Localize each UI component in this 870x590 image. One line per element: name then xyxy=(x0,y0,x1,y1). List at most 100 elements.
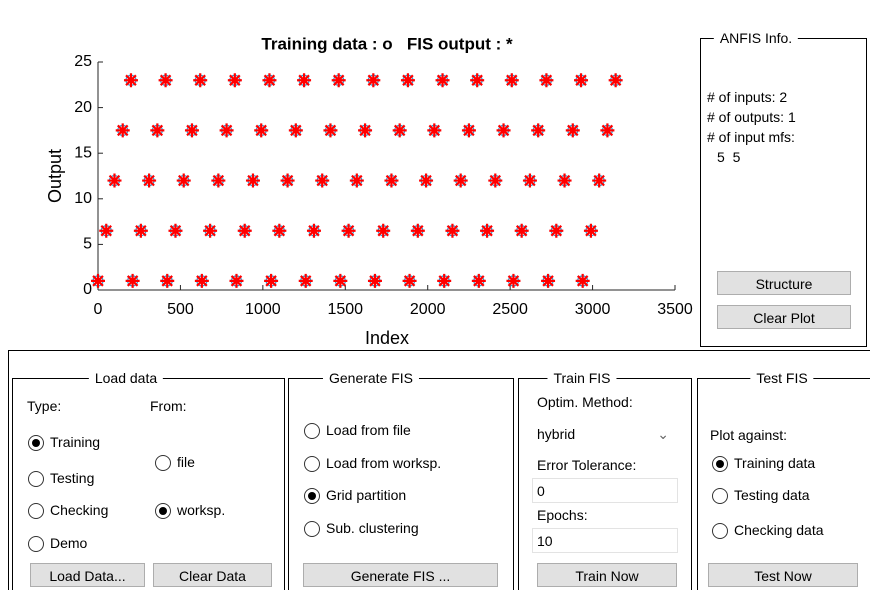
radio-label: Checking xyxy=(50,502,109,518)
fis-output-point xyxy=(288,123,303,138)
fis-output-point xyxy=(539,73,554,88)
fis-output-point xyxy=(107,173,122,188)
radio-button[interactable] xyxy=(28,435,44,451)
radio-button[interactable] xyxy=(155,455,171,471)
radio-label: Grid partition xyxy=(326,487,407,503)
fis-output-point xyxy=(480,223,495,238)
tolerance-input[interactable]: 0 xyxy=(532,478,678,503)
fis-output-point xyxy=(496,123,511,138)
y-tick-label: 5 xyxy=(83,236,92,253)
test-now-button[interactable]: Test Now xyxy=(708,563,858,587)
fis-output-point xyxy=(410,223,425,238)
fis-output-point xyxy=(358,123,373,138)
y-tick-label: 0 xyxy=(83,281,92,298)
generate-fis-panel: Generate FIS Generate FIS ... Load from … xyxy=(288,370,514,590)
x-tick-label: 2500 xyxy=(492,301,528,318)
anfis-info-panel: ANFIS Info. # of inputs: 2 # of outputs:… xyxy=(700,30,867,347)
radio-label: Testing data xyxy=(734,487,810,503)
fis-output-point xyxy=(506,273,521,288)
fis-output-point xyxy=(461,123,476,138)
control-area xyxy=(8,350,870,590)
y-tick-label: 25 xyxy=(74,53,92,70)
dropdown-value: hybrid xyxy=(537,426,576,442)
train-now-button[interactable]: Train Now xyxy=(537,563,677,587)
fis-output-point xyxy=(565,123,580,138)
radio-label: Training xyxy=(50,434,101,450)
fis-output-point xyxy=(470,73,485,88)
radio-button[interactable] xyxy=(712,523,728,539)
fis-output-point xyxy=(333,273,348,288)
radio-label: Demo xyxy=(50,535,88,551)
y-axis-label: Output xyxy=(45,149,65,203)
label: Plot against: xyxy=(710,427,788,443)
clear-data-button[interactable]: Clear Data xyxy=(153,563,272,587)
fis-output-point xyxy=(574,73,589,88)
fis-output-point xyxy=(437,273,452,288)
plot: Training data : o FIS output : * Index O… xyxy=(45,34,693,348)
fis-output-point xyxy=(133,223,148,238)
generate-fis-button[interactable]: Generate FIS ... xyxy=(303,563,498,587)
fis-output-point xyxy=(99,223,114,238)
x-axis-label: Index xyxy=(365,328,409,348)
fis-output-point xyxy=(583,223,598,238)
fis-output-point xyxy=(419,173,434,188)
radio-button[interactable] xyxy=(304,423,320,439)
fis-output-point xyxy=(376,223,391,238)
panel-title: Load data xyxy=(88,370,164,386)
fis-output-point xyxy=(349,173,364,188)
fis-output-point xyxy=(150,123,165,138)
radio-label: Load from file xyxy=(326,422,411,438)
radio-label: Training data xyxy=(734,455,816,471)
fis-output-point xyxy=(504,73,519,88)
fis-output-point xyxy=(237,223,252,238)
fis-output-point xyxy=(298,273,313,288)
fis-output-point xyxy=(541,273,556,288)
panel-title: Test FIS xyxy=(750,370,814,386)
label: From: xyxy=(150,398,187,414)
fis-output-point xyxy=(91,273,105,288)
fis-output-point xyxy=(194,273,209,288)
fis-output-point xyxy=(184,123,199,138)
fis-output-point xyxy=(366,73,381,88)
radio-button[interactable] xyxy=(28,536,44,552)
info-line: # of outputs: 1 xyxy=(707,109,796,125)
fis-output-point xyxy=(549,223,564,238)
load-data-button[interactable]: Load Data... xyxy=(30,563,145,587)
fis-output-point xyxy=(193,73,208,88)
test-fis-panel: Test FIS Plot against: Test Now Training… xyxy=(697,370,870,590)
fis-output-point xyxy=(608,73,623,88)
fis-output-point xyxy=(168,223,183,238)
fis-output-point xyxy=(471,273,486,288)
fis-output-point xyxy=(306,223,321,238)
radio-button[interactable] xyxy=(28,471,44,487)
epochs-input[interactable]: 10 xyxy=(532,528,678,553)
fis-output-point xyxy=(315,173,330,188)
radio-button[interactable] xyxy=(304,488,320,504)
fis-output-point xyxy=(575,273,590,288)
radio-button[interactable] xyxy=(28,503,44,519)
fis-output-point xyxy=(125,273,140,288)
info-line: # of input mfs: xyxy=(707,129,795,145)
fis-output-point xyxy=(160,273,175,288)
fis-output-point xyxy=(123,73,138,88)
label: Error Tolerance: xyxy=(537,457,637,473)
structure-button[interactable]: Structure xyxy=(717,271,851,295)
fis-output-point xyxy=(219,123,234,138)
method-dropdown[interactable]: hybrid ⌄ xyxy=(532,421,678,446)
train-fis-panel: Train FIS Optim. Method: hybrid ⌄ Error T… xyxy=(518,370,692,590)
info-line: # of inputs: 2 xyxy=(707,89,788,105)
fis-output-point xyxy=(402,273,417,288)
fis-output-point xyxy=(158,73,173,88)
radio-button[interactable] xyxy=(304,456,320,472)
clear-plot-button[interactable]: Clear Plot xyxy=(717,305,851,329)
radio-button[interactable] xyxy=(155,503,171,519)
fis-output-point xyxy=(211,173,226,188)
radio-button[interactable] xyxy=(712,488,728,504)
radio-button[interactable] xyxy=(712,456,728,472)
load-data-panel: Load data Type: From: Load Data... Clear… xyxy=(12,370,285,590)
fis-output-point xyxy=(323,123,338,138)
radio-button[interactable] xyxy=(304,521,320,537)
fis-output-point xyxy=(254,123,269,138)
panel-title: Generate FIS xyxy=(322,370,420,386)
